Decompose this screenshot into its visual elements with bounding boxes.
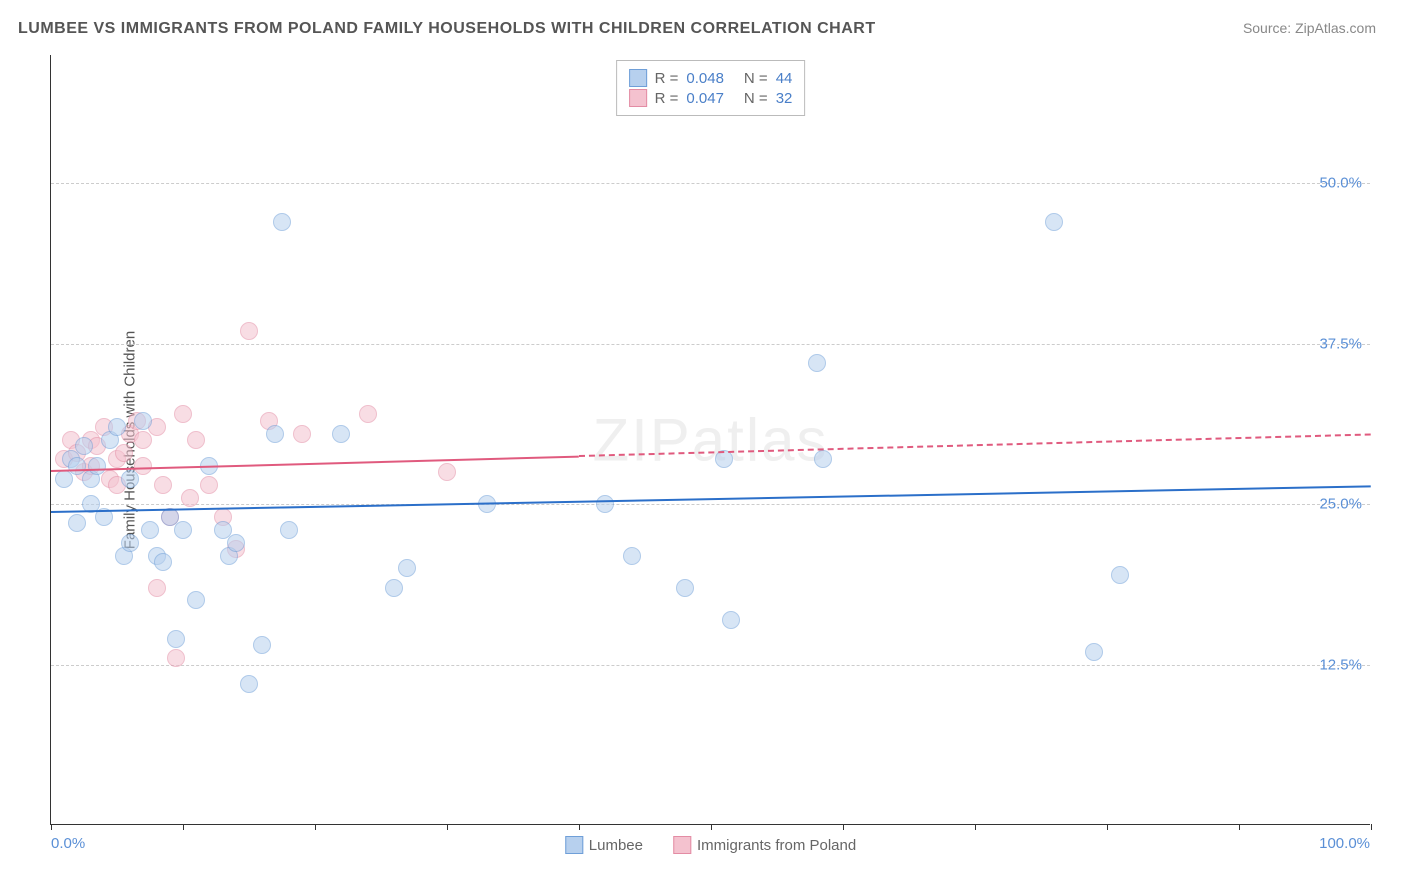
scatter-point xyxy=(134,412,152,430)
series-legend-item: Lumbee xyxy=(565,836,643,854)
watermark: ZIPatlas xyxy=(592,405,828,474)
chart-plot-area: Family Households with Children ZIPatlas… xyxy=(50,55,1370,825)
scatter-point xyxy=(253,636,271,654)
legend-n-value: 32 xyxy=(776,90,793,107)
scatter-point xyxy=(293,425,311,443)
legend-r-value: 0.047 xyxy=(686,90,724,107)
x-axis-min-label: 0.0% xyxy=(51,835,85,852)
scatter-point xyxy=(187,431,205,449)
scatter-point xyxy=(385,579,403,597)
scatter-point xyxy=(154,476,172,494)
scatter-point xyxy=(1085,643,1103,661)
x-tick xyxy=(447,824,448,830)
source-attribution: Source: ZipAtlas.com xyxy=(1243,20,1376,36)
scatter-point xyxy=(154,553,172,571)
trend-line xyxy=(51,485,1371,513)
x-tick xyxy=(1107,824,1108,830)
x-tick xyxy=(711,824,712,830)
scatter-point xyxy=(332,425,350,443)
x-tick xyxy=(975,824,976,830)
scatter-point xyxy=(266,425,284,443)
scatter-point xyxy=(623,547,641,565)
x-tick xyxy=(183,824,184,830)
scatter-point xyxy=(814,450,832,468)
scatter-point xyxy=(1111,566,1129,584)
legend-r-value: 0.048 xyxy=(686,70,724,87)
y-tick-label: 25.0% xyxy=(1319,496,1362,513)
scatter-point xyxy=(227,534,245,552)
scatter-point xyxy=(187,591,205,609)
x-tick xyxy=(1239,824,1240,830)
chart-title: LUMBEE VS IMMIGRANTS FROM POLAND FAMILY … xyxy=(18,20,876,38)
correlation-legend: R = 0.048 N = 44 R = 0.047 N = 32 xyxy=(616,60,806,116)
y-tick-label: 50.0% xyxy=(1319,175,1362,192)
scatter-point xyxy=(808,354,826,372)
scatter-point xyxy=(398,559,416,577)
x-axis-max-label: 100.0% xyxy=(1319,835,1370,852)
legend-row: R = 0.047 N = 32 xyxy=(629,89,793,107)
legend-swatch xyxy=(565,836,583,854)
scatter-point xyxy=(88,457,106,475)
scatter-point xyxy=(240,322,258,340)
scatter-point xyxy=(1045,213,1063,231)
scatter-point xyxy=(200,476,218,494)
scatter-point xyxy=(148,579,166,597)
scatter-point xyxy=(438,463,456,481)
scatter-point xyxy=(359,405,377,423)
y-tick-label: 12.5% xyxy=(1319,656,1362,673)
scatter-point xyxy=(596,495,614,513)
legend-r-label: R = xyxy=(655,70,679,87)
scatter-point xyxy=(115,444,133,462)
scatter-point xyxy=(141,521,159,539)
x-tick xyxy=(51,824,52,830)
scatter-point xyxy=(273,213,291,231)
grid-line xyxy=(51,183,1370,184)
series-legend-label: Lumbee xyxy=(589,837,643,854)
legend-n-label: N = xyxy=(744,70,768,87)
scatter-point xyxy=(722,611,740,629)
legend-n-label: N = xyxy=(744,90,768,107)
trend-line-extrapolated xyxy=(579,434,1371,458)
scatter-point xyxy=(280,521,298,539)
legend-swatch xyxy=(629,69,647,87)
scatter-point xyxy=(167,649,185,667)
scatter-point xyxy=(121,470,139,488)
x-tick xyxy=(579,824,580,830)
scatter-point xyxy=(121,534,139,552)
legend-swatch xyxy=(629,89,647,107)
grid-line xyxy=(51,504,1370,505)
scatter-point xyxy=(108,418,126,436)
legend-r-label: R = xyxy=(655,90,679,107)
scatter-point xyxy=(174,521,192,539)
scatter-point xyxy=(676,579,694,597)
series-legend: Lumbee Immigrants from Poland xyxy=(565,836,856,854)
scatter-point xyxy=(75,437,93,455)
x-tick xyxy=(315,824,316,830)
legend-swatch xyxy=(673,836,691,854)
grid-line xyxy=(51,344,1370,345)
grid-line xyxy=(51,665,1370,666)
scatter-point xyxy=(174,405,192,423)
scatter-point xyxy=(68,514,86,532)
scatter-point xyxy=(181,489,199,507)
series-legend-item: Immigrants from Poland xyxy=(673,836,856,854)
series-legend-label: Immigrants from Poland xyxy=(697,837,856,854)
legend-n-value: 44 xyxy=(776,70,793,87)
scatter-point xyxy=(167,630,185,648)
scatter-point xyxy=(240,675,258,693)
legend-row: R = 0.048 N = 44 xyxy=(629,69,793,87)
y-tick-label: 37.5% xyxy=(1319,335,1362,352)
x-tick xyxy=(1371,824,1372,830)
x-tick xyxy=(843,824,844,830)
